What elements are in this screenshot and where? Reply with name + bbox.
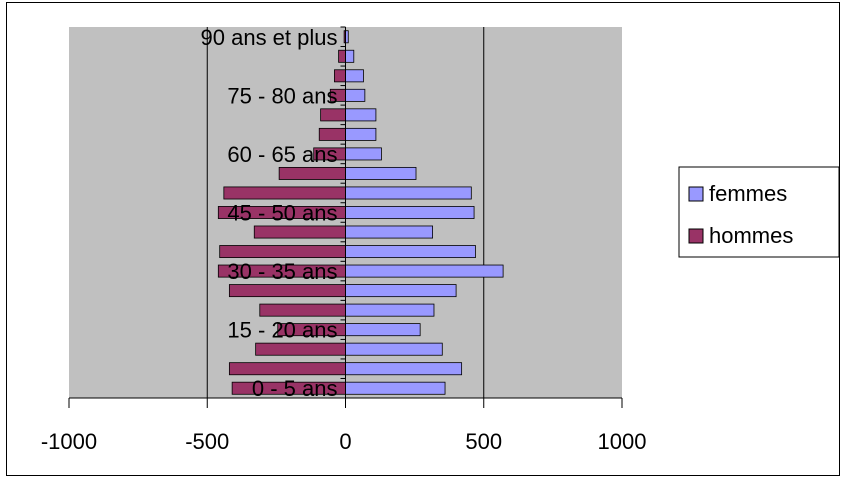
category-label: 45 - 50 ans <box>227 201 337 226</box>
bar-femmes <box>345 342 443 356</box>
x-tick-label: 500 <box>465 429 502 454</box>
bar-hommes <box>320 108 346 122</box>
legend-label-hommes: hommes <box>709 223 793 248</box>
bar-femmes <box>345 206 475 219</box>
bar-hommes <box>338 49 346 63</box>
bar-femmes <box>345 284 457 298</box>
bar-femmes <box>345 166 417 180</box>
bar-hommes <box>228 284 346 298</box>
legend: femmes hommes <box>678 166 839 258</box>
population-pyramid-chart: 0 - 5 ans 15 - 20 ans 30 - 35 ans 45 - 50 a… <box>41 25 839 454</box>
bar-femmes <box>345 127 377 141</box>
bar-femmes <box>345 186 472 200</box>
chart-frame: 0 - 5 ans 15 - 20 ans 30 - 35 ans 45 - 50 a… <box>6 2 840 476</box>
bar-hommes <box>259 303 346 317</box>
bar-hommes <box>228 362 346 376</box>
bar-femmes <box>345 362 463 376</box>
category-label: 75 - 80 ans <box>227 83 337 108</box>
bar-femmes <box>345 225 433 239</box>
bar-femmes <box>345 323 421 337</box>
legend-box <box>678 166 839 258</box>
bar-hommes <box>255 342 346 356</box>
bar-femmes <box>345 303 435 317</box>
x-tick-label: -500 <box>185 429 229 454</box>
x-tick-label: -1000 <box>41 429 97 454</box>
category-label: 0 - 5 ans <box>252 376 338 401</box>
category-labels: 0 - 5 ans 15 - 20 ans 30 - 35 ans 45 - 50 a… <box>201 25 338 401</box>
bar-hommes <box>278 166 346 180</box>
bar-femmes <box>345 264 504 278</box>
legend-swatch-hommes <box>688 228 704 244</box>
x-axis-labels: -1000 -500 0 500 1000 <box>41 429 647 454</box>
bars <box>217 30 504 395</box>
bar-hommes <box>253 225 346 239</box>
legend-swatch-femmes <box>688 186 704 202</box>
bar-femmes <box>345 88 366 102</box>
category-label: 30 - 35 ans <box>227 259 337 284</box>
category-label: 15 - 20 ans <box>227 318 337 343</box>
category-label: 90 ans et plus <box>201 25 338 50</box>
bar-hommes <box>318 127 346 141</box>
bar-femmes <box>345 245 476 259</box>
bar-femmes <box>345 49 355 63</box>
bar-femmes <box>345 69 364 83</box>
bar-hommes <box>219 245 346 259</box>
bar-hommes <box>334 69 346 83</box>
bar-femmes <box>345 147 382 161</box>
x-tick-label: 0 <box>339 429 351 454</box>
axis-ticks <box>68 26 623 408</box>
gridlines <box>206 27 485 398</box>
bar-femmes <box>345 108 377 122</box>
category-label: 60 - 65 ans <box>227 142 337 167</box>
bar-femmes <box>345 381 446 395</box>
legend-label-femmes: femmes <box>709 181 787 206</box>
bar-hommes <box>223 186 346 200</box>
x-tick-label: 1000 <box>598 429 647 454</box>
